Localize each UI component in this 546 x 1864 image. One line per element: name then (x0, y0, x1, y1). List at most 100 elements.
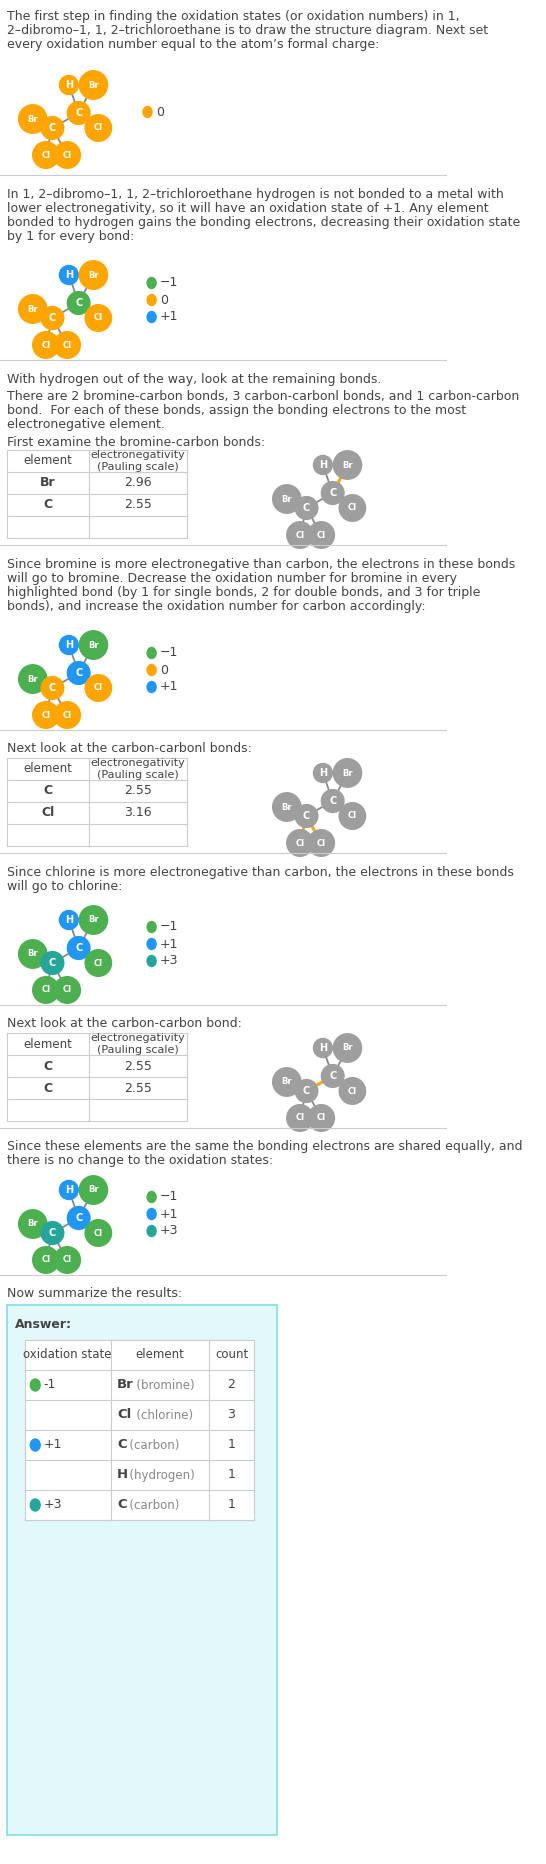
Text: First examine the bromine-carbon bonds:: First examine the bromine-carbon bonds: (7, 436, 265, 449)
Circle shape (147, 647, 156, 658)
Ellipse shape (308, 1105, 335, 1131)
Text: Cl: Cl (41, 710, 50, 720)
Ellipse shape (19, 295, 47, 322)
Text: Cl: Cl (348, 1087, 357, 1096)
Ellipse shape (19, 665, 47, 693)
Text: H: H (319, 460, 327, 470)
Text: 1: 1 (228, 1439, 235, 1452)
Text: +1: +1 (160, 680, 179, 693)
Bar (7, 449, 187, 539)
Text: element: element (23, 1038, 72, 1051)
Text: C: C (75, 667, 82, 678)
Text: Cl: Cl (348, 811, 357, 820)
Text: Br: Br (117, 1379, 134, 1392)
Text: will go to bromine. Decrease the oxidation number for bromine in every: will go to bromine. Decrease the oxidati… (7, 572, 456, 585)
Text: Cl: Cl (94, 684, 103, 693)
Ellipse shape (33, 701, 59, 729)
Ellipse shape (67, 103, 90, 125)
Text: Cl: Cl (94, 1228, 103, 1238)
Ellipse shape (79, 906, 108, 934)
Ellipse shape (287, 1105, 313, 1131)
Text: Br: Br (27, 675, 38, 684)
Ellipse shape (339, 494, 366, 522)
Text: Br: Br (88, 1186, 99, 1195)
Ellipse shape (272, 1068, 301, 1096)
Text: C: C (49, 1228, 56, 1238)
Text: will go to chlorine:: will go to chlorine: (7, 880, 122, 893)
Text: Br: Br (342, 768, 353, 777)
Ellipse shape (322, 481, 344, 505)
Ellipse shape (60, 1180, 78, 1200)
Text: highlighted bond (by 1 for single bonds, 2 for double bonds, and 3 for triple: highlighted bond (by 1 for single bonds,… (7, 585, 480, 598)
Text: Cl: Cl (295, 531, 305, 539)
Text: Br: Br (88, 270, 99, 280)
Text: Br: Br (27, 949, 38, 958)
Text: 3: 3 (228, 1409, 235, 1422)
Circle shape (147, 1208, 156, 1219)
Ellipse shape (54, 977, 80, 1003)
Ellipse shape (41, 1221, 64, 1245)
Ellipse shape (308, 829, 335, 856)
Circle shape (31, 1499, 40, 1512)
Text: +1: +1 (160, 1208, 179, 1221)
Text: (carbon): (carbon) (127, 1439, 180, 1452)
Text: 2.55: 2.55 (124, 1081, 152, 1094)
Text: Cl: Cl (63, 151, 72, 160)
Ellipse shape (295, 496, 318, 520)
Text: H: H (65, 915, 73, 925)
Text: Next look at the carbon-carbon bond:: Next look at the carbon-carbon bond: (7, 1018, 241, 1031)
Circle shape (147, 956, 156, 967)
Ellipse shape (313, 455, 333, 475)
Text: -1: -1 (44, 1379, 56, 1392)
Text: With hydrogen out of the way, look at the remaining bonds.: With hydrogen out of the way, look at th… (7, 373, 381, 386)
Text: 1: 1 (228, 1499, 235, 1512)
Text: In 1, 2–dibromo–1, 1, 2–trichloroethane hydrogen is not bonded to a metal with: In 1, 2–dibromo–1, 1, 2–trichloroethane … (7, 188, 503, 201)
Text: oxidation state: oxidation state (23, 1348, 112, 1361)
Text: C: C (303, 811, 310, 820)
Ellipse shape (322, 790, 344, 813)
Ellipse shape (272, 485, 301, 513)
Text: Cl: Cl (317, 531, 326, 539)
Text: C: C (303, 503, 310, 513)
Ellipse shape (79, 71, 108, 99)
Ellipse shape (60, 636, 78, 654)
Text: The first step in finding the oxidation states (or oxidation numbers) in 1,: The first step in finding the oxidation … (7, 9, 459, 22)
Text: electronegativity
(Pauling scale): electronegativity (Pauling scale) (90, 1033, 185, 1055)
Ellipse shape (79, 630, 108, 660)
Circle shape (147, 921, 156, 932)
Text: (hydrogen): (hydrogen) (127, 1469, 195, 1482)
Text: 2: 2 (228, 1379, 235, 1392)
Text: H: H (65, 80, 73, 89)
Text: Cl: Cl (94, 123, 103, 132)
Text: C: C (303, 1087, 310, 1096)
Ellipse shape (67, 1206, 90, 1230)
Ellipse shape (79, 1176, 108, 1204)
Text: Cl: Cl (63, 710, 72, 720)
Bar (7, 1033, 187, 1120)
Ellipse shape (41, 117, 64, 140)
Ellipse shape (295, 805, 318, 828)
Text: 1: 1 (228, 1469, 235, 1482)
Ellipse shape (33, 1247, 59, 1273)
Text: 2.55: 2.55 (124, 785, 152, 798)
Ellipse shape (85, 116, 111, 142)
Text: electronegative element.: electronegative element. (7, 418, 164, 431)
Text: C: C (75, 1213, 82, 1223)
Text: C: C (43, 1059, 52, 1072)
Ellipse shape (308, 522, 335, 548)
Text: Since these elements are the same the bonding electrons are shared equally, and: Since these elements are the same the bo… (7, 1141, 522, 1154)
Text: element: element (23, 762, 72, 775)
Text: −1: −1 (160, 647, 178, 660)
Ellipse shape (19, 104, 47, 132)
Text: H: H (319, 1044, 327, 1053)
Text: Br: Br (282, 494, 292, 503)
Text: Br: Br (342, 460, 353, 470)
Ellipse shape (41, 953, 64, 975)
Text: 2.55: 2.55 (124, 498, 152, 511)
Text: H: H (319, 768, 327, 777)
Text: Cl: Cl (63, 341, 72, 350)
Text: element: element (23, 455, 72, 468)
Text: Br: Br (27, 114, 38, 123)
Text: bond.  For each of these bonds, assign the bonding electrons to the most: bond. For each of these bonds, assign th… (7, 404, 466, 418)
Circle shape (147, 1191, 156, 1202)
